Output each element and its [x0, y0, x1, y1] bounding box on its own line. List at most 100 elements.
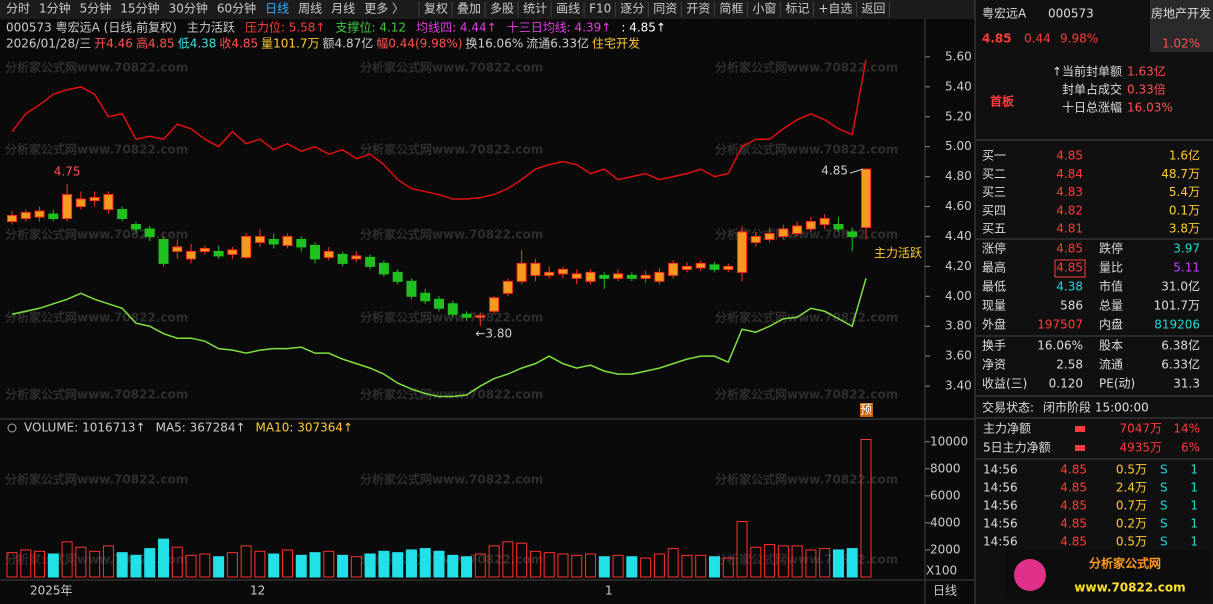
toolbar-button[interactable]: 60分钟	[217, 1, 256, 16]
volume-bar	[323, 550, 335, 578]
label: 4.84	[1056, 167, 1083, 181]
volume-bar	[185, 554, 197, 578]
toolbar-button[interactable]: 分时	[6, 2, 30, 16]
candle-body	[750, 235, 761, 243]
label: 14:56	[983, 499, 1018, 513]
volume-bar	[819, 548, 831, 578]
label: 4.85	[1056, 261, 1083, 275]
candle-body	[819, 218, 830, 225]
toolbar-button[interactable]: 复权	[424, 2, 448, 16]
label: 主力净额	[983, 422, 1031, 436]
y-tick-label: 4.40	[945, 229, 972, 243]
candle-body	[557, 268, 568, 275]
label: 换手	[982, 339, 1006, 353]
toolbar-button[interactable]: 简框	[719, 2, 743, 16]
y-tick-label: 5.60	[945, 49, 972, 63]
label: 跌停	[1099, 241, 1123, 256]
toolbar-button[interactable]: +自选	[818, 2, 852, 16]
toolbar-button[interactable]: 月线	[331, 2, 355, 16]
volume-bar	[268, 553, 280, 578]
label: 1.6亿	[1169, 148, 1200, 163]
volume-bar	[516, 542, 528, 578]
toolbar-button[interactable]: 返回	[861, 2, 885, 16]
y-tick-label: 5.20	[945, 109, 972, 123]
volume-bar	[695, 554, 707, 578]
volume-bar	[640, 557, 652, 578]
volume-bar	[116, 552, 128, 578]
label: 4.85	[1060, 463, 1087, 477]
candle-body	[805, 221, 816, 230]
toolbar-button[interactable]: 5分钟	[80, 1, 112, 16]
info-text: 支撑位: 4.12	[335, 20, 406, 35]
toolbar-button[interactable]: 1分钟	[39, 1, 71, 16]
label: 1.02%	[1162, 37, 1200, 51]
candle-body	[144, 228, 155, 237]
toolbar-button[interactable]: 统计	[523, 2, 547, 16]
volume-bar	[626, 556, 638, 578]
candle-body	[365, 256, 376, 267]
unit-label: X100	[926, 564, 957, 578]
toolbar-button[interactable]: 小窗	[752, 2, 776, 16]
candle-body	[34, 210, 45, 218]
toolbar-button[interactable]: 更多 〉	[364, 2, 404, 16]
label: 内盘	[1099, 317, 1123, 332]
upper-band	[11, 59, 867, 200]
toolbar-button[interactable]: 多股	[490, 2, 514, 16]
label: 31.3	[1173, 377, 1200, 391]
side-panel-bg	[975, 0, 1213, 604]
candle-body	[792, 225, 803, 234]
label: 1	[1190, 481, 1198, 495]
toolbar-button[interactable]: 叠加	[457, 2, 481, 16]
info-text: 主力活跃	[187, 21, 235, 35]
label: 交易状态:	[982, 400, 1034, 415]
label: PE(动)	[1099, 377, 1135, 391]
y-tick-label: 4.00	[945, 289, 972, 303]
toolbar-button[interactable]: 30分钟	[169, 1, 208, 16]
label: 0.44	[1024, 32, 1051, 46]
watermark: 分析家公式网www.70822.com	[5, 142, 188, 157]
toolbar-button[interactable]: 逐分	[620, 2, 644, 16]
watermark: 分析家公式网www.70822.com	[5, 472, 188, 487]
volume-bar	[392, 552, 404, 578]
watermark: 分析家公式网www.70822.com	[360, 142, 543, 157]
candle-body	[351, 255, 362, 260]
volume-bar	[102, 545, 114, 578]
toolbar-button[interactable]: 开资	[686, 2, 710, 16]
candle-body	[337, 253, 348, 264]
y-tick-label: 4.60	[945, 199, 972, 213]
toolbar-button[interactable]: 画线	[556, 2, 580, 16]
volume-bar	[240, 545, 252, 578]
candle-body	[406, 280, 417, 297]
y-tick-label: 4.80	[945, 169, 972, 183]
label: 3.97	[1173, 242, 1200, 256]
toolbar-button[interactable]: 同资	[653, 2, 677, 16]
toolbar-button[interactable]: 标记	[785, 2, 809, 16]
toolbar-bg	[0, 0, 975, 19]
volume-bar	[777, 545, 789, 578]
annotation: 主力活跃	[874, 246, 922, 260]
volume-bar	[846, 548, 858, 578]
volume-bar	[543, 552, 555, 578]
label: 14:56	[983, 481, 1018, 495]
label: 流通	[1099, 358, 1123, 372]
y-tick-label: 3.80	[945, 319, 972, 333]
toolbar-button[interactable]: 周线	[298, 2, 322, 16]
info-text: 幅0.44(9.98%)	[376, 36, 462, 51]
info-text: 量101.7万	[261, 37, 319, 51]
volume-bar	[47, 553, 59, 578]
label: 14:56	[983, 535, 1018, 549]
x-axis-label: 1	[605, 584, 613, 598]
toolbar-button[interactable]: 15分钟	[120, 1, 159, 16]
label: 4.82	[1056, 203, 1083, 217]
candle-body	[48, 213, 59, 220]
label: 5日主力净额	[983, 441, 1051, 455]
watermark: 分析家公式网www.70822.com	[715, 142, 898, 157]
toolbar-button[interactable]: F10	[589, 2, 611, 16]
toolbar-button[interactable]: 日线	[265, 2, 289, 16]
candle-body	[186, 250, 197, 260]
logo-text: www.70822.com	[1074, 581, 1185, 595]
label: 十日总涨幅	[1062, 100, 1122, 115]
watermark: 分析家公式网www.70822.com	[715, 60, 898, 75]
watermark: 分析家公式网www.70822.com	[5, 60, 188, 75]
volume-bar	[89, 550, 101, 578]
